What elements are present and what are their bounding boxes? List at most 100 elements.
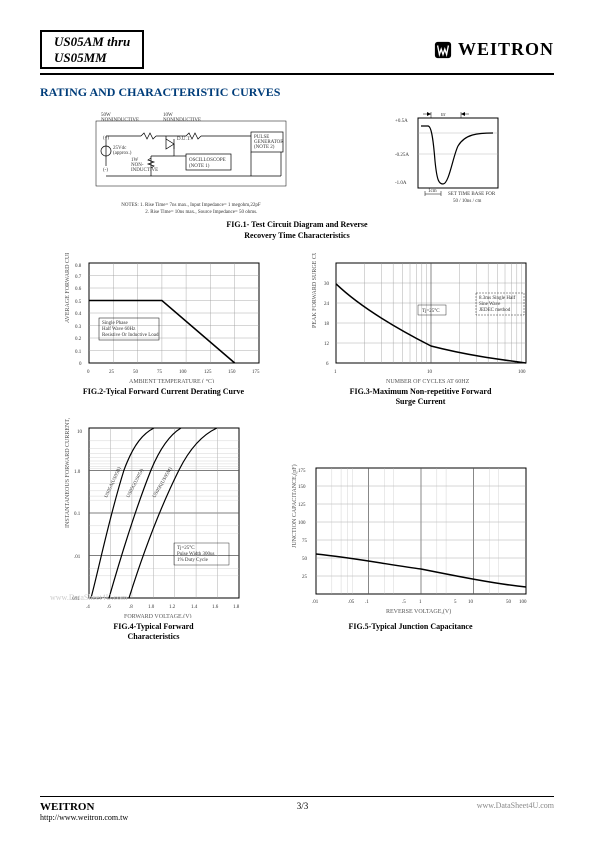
svg-text:D.U.T.: D.U.T. <box>177 137 191 142</box>
svg-text:-1.0A: -1.0A <box>395 181 407 186</box>
fig3-caption: FIG.3-Maximum Non-repetitive Forward Sur… <box>350 387 492 408</box>
fig1-row: 50W NONINDUCTIVE 25Vdc (approx.) (+) (-)… <box>40 106 554 216</box>
svg-text:0.1: 0.1 <box>74 512 81 517</box>
svg-text:1.0: 1.0 <box>74 470 81 475</box>
svg-text:1.8: 1.8 <box>233 605 240 610</box>
svg-text:INDUCTIVE: INDUCTIVE <box>131 168 158 173</box>
svg-text:1.0: 1.0 <box>148 605 155 610</box>
svg-text:Half Wave 60Hz: Half Wave 60Hz <box>102 327 136 332</box>
watermark: www.DataSheet4U.com <box>50 593 127 602</box>
svg-text:.4: .4 <box>86 605 90 610</box>
svg-text:SET TIME BASE FOR: SET TIME BASE FOR <box>448 192 496 197</box>
fig1-notes: NOTES: 1. Rise Time= 7ns max., Input Imp… <box>121 203 260 216</box>
svg-text:.01: .01 <box>74 555 81 560</box>
fig2-caption: FIG.2-Tyical Forward Current Derating Cu… <box>83 387 244 397</box>
svg-text:50: 50 <box>302 557 308 562</box>
svg-text:trr: trr <box>441 113 446 118</box>
svg-text:Tj=25°C: Tj=25°C <box>177 546 195 551</box>
fig2: Single Phase Half Wave 60Hz Resistive Or… <box>59 253 269 397</box>
svg-text:0.8: 0.8 <box>75 264 82 269</box>
svg-text:Single Phase: Single Phase <box>102 321 128 326</box>
footer-url: http://www.weitron.com.tw <box>40 813 128 822</box>
svg-text:NONINDUCTIVE: NONINDUCTIVE <box>163 118 201 123</box>
fig4: US05A(US05B) US05G(US05J) US05K(US05M) T… <box>59 418 249 643</box>
note2: 2. Rise Time= 10ns max., Source Impedanc… <box>145 210 260 217</box>
section-title: RATING AND CHARACTERISTIC CURVES <box>40 85 554 100</box>
svg-text:Pulse Width 300us: Pulse Width 300us <box>177 552 215 557</box>
svg-text:0.6: 0.6 <box>75 287 82 292</box>
fig5-caption: FIG.5-Typical Junction Capacitance <box>348 622 472 632</box>
svg-text:175: 175 <box>252 370 260 375</box>
svg-text:1: 1 <box>419 600 422 605</box>
svg-text:10: 10 <box>427 370 433 375</box>
svg-text:AVERAGE FORWARD CURRENT,(A): AVERAGE FORWARD CURRENT,(A) <box>64 253 71 323</box>
fig2-chart: Single Phase Half Wave 60Hz Resistive Or… <box>59 253 269 383</box>
svg-text:1.6: 1.6 <box>212 605 219 610</box>
svg-text:NUMBER OF CYCLES AT 60HZ: NUMBER OF CYCLES AT 60HZ <box>386 379 470 383</box>
svg-text:125: 125 <box>298 503 306 508</box>
footer-brand: WEITRON <box>40 801 128 813</box>
product-title-box: US05AM thru US05MM <box>40 30 144 69</box>
svg-text:25: 25 <box>109 370 115 375</box>
title-line2: US05MM <box>54 50 130 66</box>
svg-text:(+): (+) <box>103 136 109 141</box>
svg-text:PEAK FORWARD SURGE CURRENT,(A): PEAK FORWARD SURGE CURRENT,(A) <box>311 253 318 328</box>
svg-text:.05: .05 <box>348 600 355 605</box>
page-number: 3/3 <box>297 801 309 822</box>
fig3-chart: Tj=25°C 8.3ms Single Half Sine Wave JEDE… <box>306 253 536 383</box>
svg-text:0.4: 0.4 <box>75 312 82 317</box>
svg-text:REVERSE VOLTAGE,(V): REVERSE VOLTAGE,(V) <box>386 608 451 615</box>
svg-text:75: 75 <box>157 370 163 375</box>
fig4-chart: US05A(US05B) US05G(US05J) US05K(US05M) T… <box>59 418 249 618</box>
svg-text:0.5: 0.5 <box>75 300 82 305</box>
svg-text:8.3ms Single Half: 8.3ms Single Half <box>479 296 516 301</box>
svg-text:.01: .01 <box>312 600 319 605</box>
brand: WEITRON <box>434 39 554 60</box>
svg-text:JUNCTION CAPACITANCE,(pF): JUNCTION CAPACITANCE,(pF) <box>291 464 298 548</box>
svg-text:Tj=25°C: Tj=25°C <box>422 309 440 314</box>
svg-text:.8: .8 <box>129 605 133 610</box>
circuit-diagram: 50W NONINDUCTIVE 25Vdc (approx.) (+) (-)… <box>91 106 291 201</box>
svg-text:0.2: 0.2 <box>75 337 82 342</box>
header: US05AM thru US05MM WEITRON <box>40 30 554 75</box>
fig5-chart: 2550 75100 125150 175 .01.05 .1.5 15 105… <box>286 458 536 618</box>
brand-icon <box>434 41 452 59</box>
svg-text:150: 150 <box>228 370 236 375</box>
svg-text:5: 5 <box>454 600 457 605</box>
svg-text:FORWARD VOLTAGE,(V): FORWARD VOLTAGE,(V) <box>124 613 192 618</box>
svg-text:125: 125 <box>204 370 212 375</box>
fig45-row: US05A(US05B) US05G(US05J) US05K(US05M) T… <box>40 418 554 643</box>
svg-text:1: 1 <box>334 370 337 375</box>
svg-text:US05K(US05M): US05K(US05M) <box>152 466 174 498</box>
svg-text:.6: .6 <box>107 605 111 610</box>
svg-text:10: 10 <box>468 600 474 605</box>
svg-text:1.4: 1.4 <box>191 605 198 610</box>
svg-text:.5: .5 <box>402 600 406 605</box>
svg-text:1cm: 1cm <box>428 189 437 194</box>
svg-text:0.3: 0.3 <box>75 325 82 330</box>
svg-text:.1: .1 <box>365 600 369 605</box>
svg-text:-0.25A: -0.25A <box>395 153 409 158</box>
svg-text:75: 75 <box>302 539 308 544</box>
footer-left: WEITRON http://www.weitron.com.tw <box>40 801 128 822</box>
svg-text:175: 175 <box>298 469 306 474</box>
svg-text:Resistive Or Inductive Load: Resistive Or Inductive Load <box>102 333 159 338</box>
fig1-waveform: +0.5A -0.25A -1.0A trr 1cm <box>393 106 503 206</box>
svg-text:NONINDUCTIVE: NONINDUCTIVE <box>101 118 139 123</box>
fig1-caption: FIG.1- Test Circuit Diagram and Reverse … <box>40 220 554 241</box>
svg-text:50: 50 <box>506 600 512 605</box>
svg-text:6: 6 <box>326 362 329 367</box>
svg-text:50: 50 <box>133 370 139 375</box>
svg-text:(NOTE 2): (NOTE 2) <box>254 145 275 150</box>
svg-text:(NOTE 1): (NOTE 1) <box>189 164 210 169</box>
svg-text:0.1: 0.1 <box>75 350 82 355</box>
svg-text:Sine Wave: Sine Wave <box>479 302 501 307</box>
svg-text:100: 100 <box>179 370 187 375</box>
note1: NOTES: 1. Rise Time= 7ns max., Input Imp… <box>121 203 260 210</box>
fig4-caption: FIG.4-Typical Forward Characteristics <box>113 622 193 643</box>
footer: WEITRON http://www.weitron.com.tw 3/3 ww… <box>40 796 554 822</box>
svg-text:+0.5A: +0.5A <box>395 119 408 124</box>
fig3: Tj=25°C 8.3ms Single Half Sine Wave JEDE… <box>306 253 536 408</box>
svg-text:18: 18 <box>324 322 330 327</box>
svg-text:INSTANTANEOUS FORWARD CURRENT,: INSTANTANEOUS FORWARD CURRENT,(A) <box>64 418 71 528</box>
